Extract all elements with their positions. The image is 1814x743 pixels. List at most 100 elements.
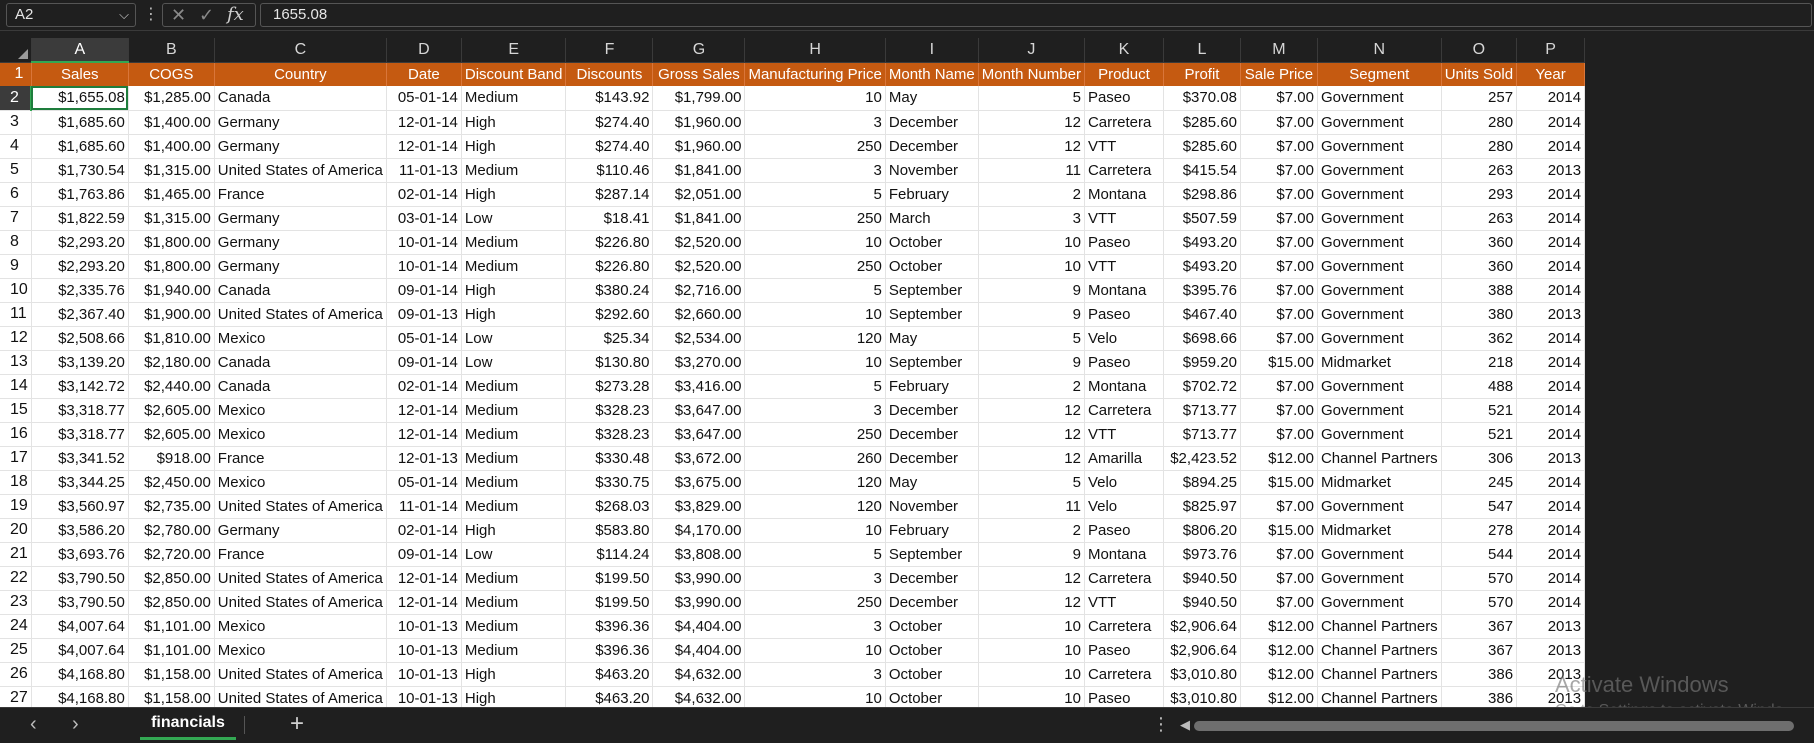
cell[interactable]: September <box>885 350 979 375</box>
cell[interactable]: $3,647.00 <box>652 398 746 423</box>
cell[interactable]: September <box>885 302 979 327</box>
cell[interactable]: May <box>885 86 979 111</box>
cell[interactable]: $4,632.00 <box>652 662 746 687</box>
row-header[interactable]: 27 <box>0 686 32 711</box>
cell[interactable]: May <box>885 470 979 495</box>
cell[interactable]: $4,168.80 <box>31 686 129 711</box>
cell[interactable]: $4,404.00 <box>652 614 746 639</box>
cell[interactable]: $940.50 <box>1163 566 1241 591</box>
header-cell[interactable]: Country <box>214 62 387 86</box>
cell[interactable]: Medium <box>461 470 567 495</box>
cell[interactable]: 10 <box>744 638 886 663</box>
cell[interactable]: 12-01-14 <box>386 566 462 591</box>
cell[interactable]: $1,158.00 <box>128 686 215 711</box>
cell[interactable]: 10 <box>978 254 1085 279</box>
column-header-d[interactable]: D <box>386 38 462 63</box>
cell[interactable]: Government <box>1317 398 1442 423</box>
cell[interactable]: 3 <box>744 662 886 687</box>
cell[interactable]: Government <box>1317 86 1442 111</box>
cell[interactable]: 2014 <box>1516 254 1586 279</box>
fx-icon[interactable]: fx <box>227 4 244 25</box>
cell[interactable]: Paseo <box>1084 686 1164 711</box>
cell[interactable]: Channel Partners <box>1317 662 1442 687</box>
cell[interactable]: Paseo <box>1084 230 1164 255</box>
cell[interactable]: 10 <box>744 686 886 711</box>
cell[interactable]: Medium <box>461 86 567 111</box>
cell[interactable]: Low <box>461 326 567 351</box>
cell[interactable]: 2013 <box>1516 686 1586 711</box>
cell[interactable]: Canada <box>214 278 387 303</box>
cell[interactable]: 10 <box>744 86 886 111</box>
cell[interactable]: December <box>885 566 979 591</box>
cell[interactable]: $959.20 <box>1163 350 1241 375</box>
cell[interactable]: 12 <box>978 590 1085 615</box>
cell[interactable]: $4,170.00 <box>652 518 746 543</box>
cell[interactable]: $7.00 <box>1240 182 1318 207</box>
cell[interactable]: Montana <box>1084 182 1164 207</box>
cell[interactable]: Government <box>1317 566 1442 591</box>
cell[interactable]: 547 <box>1441 494 1518 519</box>
row-header[interactable]: 13 <box>0 350 32 375</box>
cell[interactable]: 10 <box>744 230 886 255</box>
header-cell[interactable]: Discount Band <box>461 62 567 86</box>
cell[interactable]: Government <box>1317 182 1442 207</box>
cell[interactable]: 09-01-14 <box>386 278 462 303</box>
cell[interactable]: $7.00 <box>1240 494 1318 519</box>
cell[interactable]: 9 <box>978 542 1085 567</box>
cell[interactable]: $7.00 <box>1240 302 1318 327</box>
column-header-h[interactable]: H <box>744 38 886 63</box>
cell[interactable]: $7.00 <box>1240 206 1318 231</box>
cell[interactable]: High <box>461 110 567 135</box>
cell[interactable]: November <box>885 494 979 519</box>
cell[interactable]: $2,367.40 <box>31 302 129 327</box>
cell[interactable]: 367 <box>1441 638 1518 663</box>
cell[interactable]: $292.60 <box>565 302 654 327</box>
cell[interactable]: $415.54 <box>1163 158 1241 183</box>
cell[interactable]: 12 <box>978 134 1085 159</box>
cell[interactable]: October <box>885 614 979 639</box>
header-cell[interactable]: Sales <box>31 62 129 86</box>
chevron-down-icon[interactable]: ⌵ <box>119 7 129 22</box>
cell[interactable]: $7.00 <box>1240 158 1318 183</box>
cell[interactable]: $493.20 <box>1163 230 1241 255</box>
cell[interactable]: $3,990.00 <box>652 590 746 615</box>
cell[interactable]: VTT <box>1084 422 1164 447</box>
cell[interactable]: $7.00 <box>1240 278 1318 303</box>
cell[interactable]: 2014 <box>1516 134 1586 159</box>
formula-input[interactable]: 1655.08 <box>260 3 1812 27</box>
cell[interactable]: 12 <box>978 422 1085 447</box>
cell[interactable]: 12 <box>978 566 1085 591</box>
cell[interactable]: $298.86 <box>1163 182 1241 207</box>
cell[interactable]: 12 <box>978 398 1085 423</box>
row-header[interactable]: 4 <box>0 134 32 159</box>
cell[interactable]: $285.60 <box>1163 110 1241 135</box>
cell[interactable]: October <box>885 638 979 663</box>
header-cell[interactable]: Month Name <box>885 62 979 86</box>
cell[interactable]: 10 <box>744 518 886 543</box>
cell[interactable]: 2013 <box>1516 614 1586 639</box>
cell[interactable]: 02-01-14 <box>386 374 462 399</box>
cell[interactable]: $2,906.64 <box>1163 638 1241 663</box>
cell[interactable]: Government <box>1317 326 1442 351</box>
cell[interactable]: 5 <box>744 278 886 303</box>
cell[interactable]: 10 <box>744 350 886 375</box>
cell[interactable]: December <box>885 134 979 159</box>
cell[interactable]: Velo <box>1084 494 1164 519</box>
column-header-n[interactable]: N <box>1317 38 1442 63</box>
cell[interactable]: Medium <box>461 158 567 183</box>
cell[interactable]: $825.97 <box>1163 494 1241 519</box>
cell[interactable]: $15.00 <box>1240 518 1318 543</box>
cell[interactable]: 278 <box>1441 518 1518 543</box>
column-header-p[interactable]: P <box>1516 38 1586 63</box>
row-header[interactable]: 9 <box>0 254 32 279</box>
header-cell[interactable]: Discounts <box>565 62 654 86</box>
cell[interactable]: $1,763.86 <box>31 182 129 207</box>
cell[interactable]: 570 <box>1441 590 1518 615</box>
cell[interactable]: Medium <box>461 590 567 615</box>
cell[interactable]: September <box>885 278 979 303</box>
cell[interactable]: $226.80 <box>565 254 654 279</box>
cell[interactable]: 3 <box>744 398 886 423</box>
cell[interactable]: February <box>885 182 979 207</box>
next-sheet-icon[interactable]: › <box>72 713 79 735</box>
cell[interactable]: $1,315.00 <box>128 206 215 231</box>
